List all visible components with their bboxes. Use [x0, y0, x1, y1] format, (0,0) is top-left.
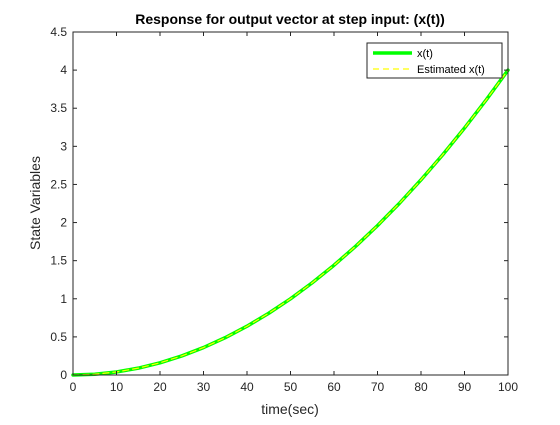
y-axis-title: State Variables — [27, 156, 43, 250]
y-tick-label: 0.5 — [50, 330, 67, 344]
y-tick-label: 3 — [60, 139, 67, 153]
series-line-estimated-xt — [72, 69, 509, 376]
y-tick-label: 0 — [60, 368, 67, 382]
x-tick-label: 20 — [153, 380, 167, 394]
x-tick-label: 40 — [240, 380, 254, 394]
x-tick-label: 90 — [458, 380, 472, 394]
plot-background — [73, 32, 508, 375]
chart-title: Response for output vector at step input… — [135, 11, 445, 27]
y-tick-label: 1 — [60, 292, 67, 306]
y-tick-label: 4.5 — [50, 25, 67, 39]
x-tick-label: 0 — [70, 380, 77, 394]
legend-label-estimated-xt: Estimated x(t) — [417, 64, 485, 76]
x-tick-label: 30 — [197, 380, 211, 394]
legend: x(t) Estimated x(t) — [366, 42, 503, 79]
x-tick-label: 100 — [498, 380, 518, 394]
x-tick-label: 10 — [110, 380, 124, 394]
ticks-layer: 0 10 20 30 40 50 60 70 80 90 100 0 0.5 1 1.5 2 2.5 3 3.5 4 4… — [50, 25, 518, 394]
y-tick-label: 2.5 — [50, 177, 67, 191]
x-axis-title: time(sec) — [261, 401, 319, 417]
series-layer — [71, 68, 510, 377]
x-tick-label: 80 — [414, 380, 428, 394]
x-tick-label: 50 — [284, 380, 298, 394]
x-tick-label: 60 — [327, 380, 341, 394]
y-tick-label: 2 — [60, 216, 67, 230]
legend-box — [366, 42, 503, 79]
x-tick-label: 70 — [371, 380, 385, 394]
y-tick-label: 3.5 — [50, 101, 67, 115]
y-tick-label: 1.5 — [50, 254, 67, 268]
legend-label-xt: x(t) — [417, 48, 433, 60]
y-tick-label: 4 — [60, 63, 67, 77]
